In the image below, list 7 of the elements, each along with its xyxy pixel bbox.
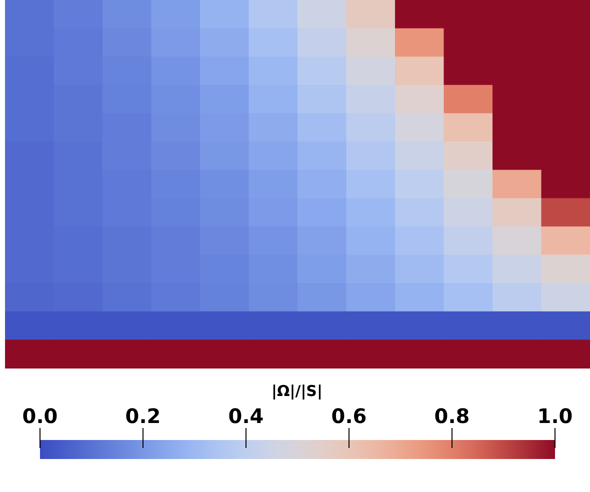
color-bar-label: 0.8 — [434, 404, 470, 428]
color-bar-label: 1.0 — [537, 404, 573, 428]
color-bar-label: 0.4 — [228, 404, 264, 428]
color-bar-label: 0.2 — [125, 404, 161, 428]
color-bar-label: 0.0 — [22, 404, 58, 428]
color-bar-label: 0.6 — [331, 404, 367, 428]
color-bar-title: |Ω|/|S| — [272, 382, 322, 400]
